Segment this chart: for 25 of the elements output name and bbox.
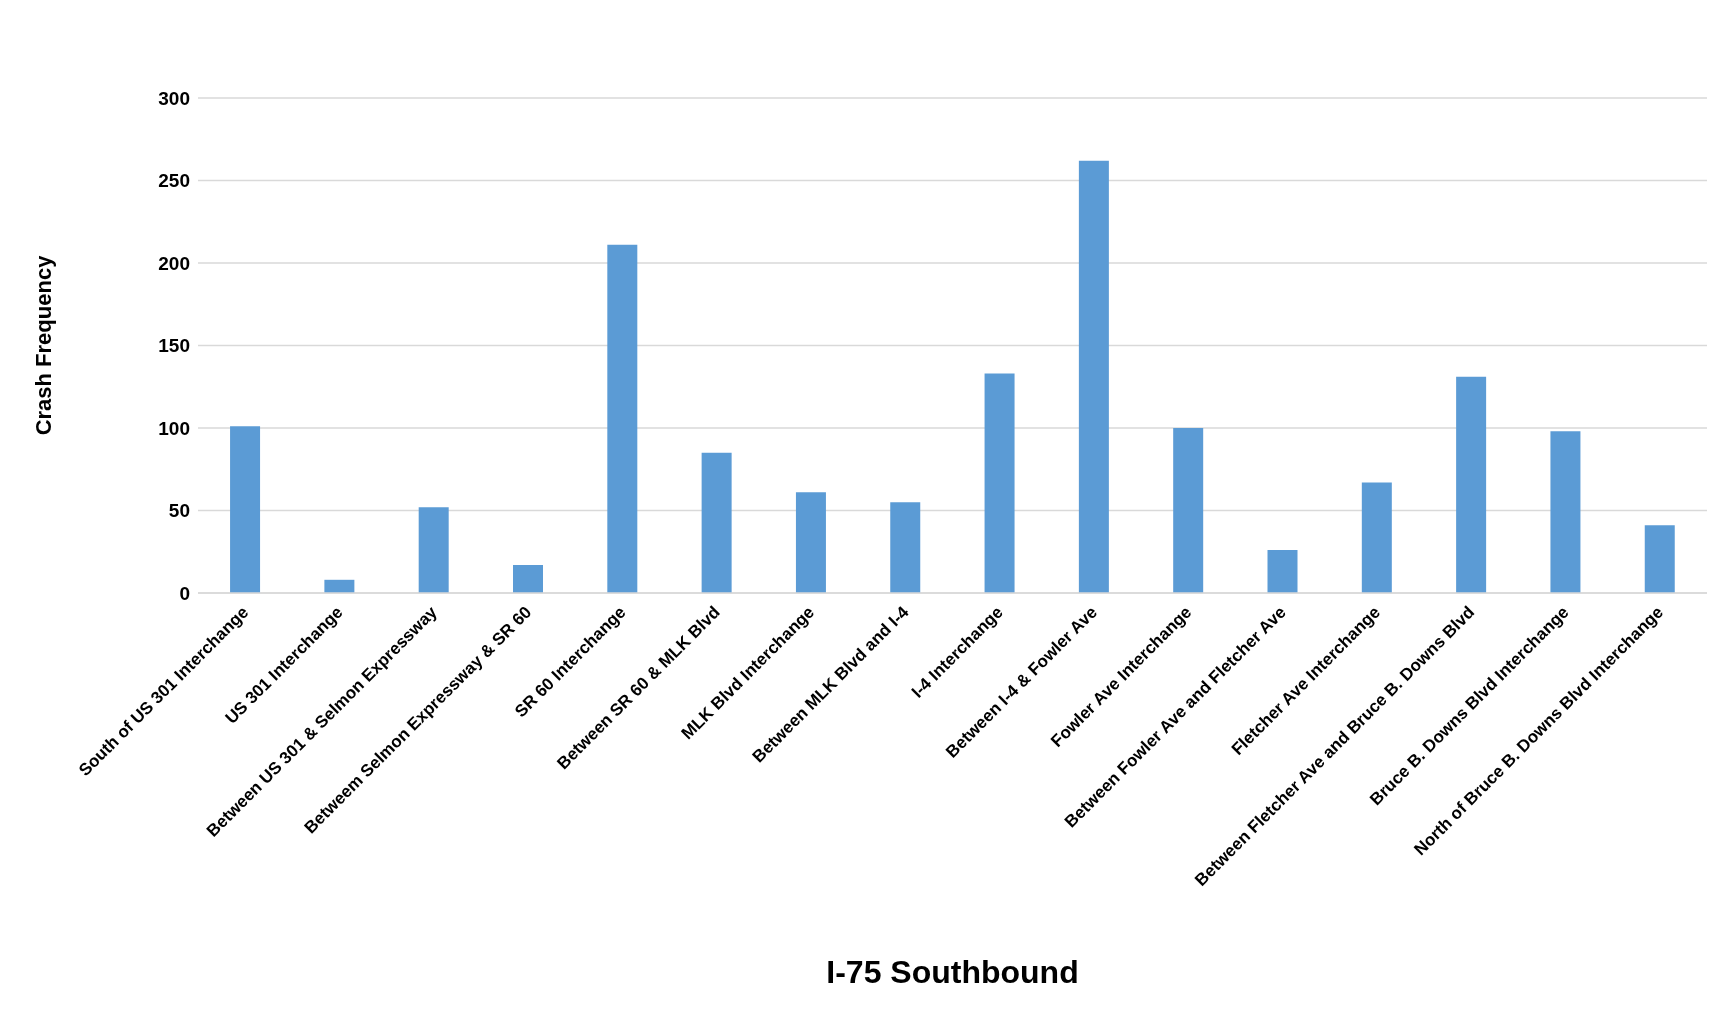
bar bbox=[795, 492, 826, 593]
x-axis-title: I-75 Southbound bbox=[826, 954, 1079, 990]
bar bbox=[230, 426, 261, 593]
bar bbox=[890, 502, 921, 593]
y-tick-label: 250 bbox=[158, 170, 190, 192]
bar bbox=[1456, 376, 1487, 593]
bar bbox=[1361, 482, 1392, 593]
y-axis-title: Crash Frequency bbox=[30, 254, 56, 436]
y-tick-label: 300 bbox=[158, 87, 190, 109]
bar bbox=[513, 564, 543, 593]
bar bbox=[607, 244, 638, 593]
bar bbox=[1173, 428, 1204, 593]
y-tick-label: 0 bbox=[179, 582, 190, 604]
bar bbox=[1644, 525, 1675, 593]
bar bbox=[701, 452, 732, 593]
bar bbox=[984, 373, 1015, 593]
y-tick-label: 150 bbox=[158, 335, 190, 357]
y-tick-label: 100 bbox=[158, 417, 190, 439]
y-tick-label: 200 bbox=[158, 252, 190, 274]
bar bbox=[1267, 550, 1298, 593]
bar bbox=[1078, 160, 1109, 593]
bar bbox=[324, 579, 355, 593]
bar bbox=[418, 507, 449, 593]
bar bbox=[1550, 431, 1581, 593]
y-tick-label: 50 bbox=[168, 500, 190, 522]
